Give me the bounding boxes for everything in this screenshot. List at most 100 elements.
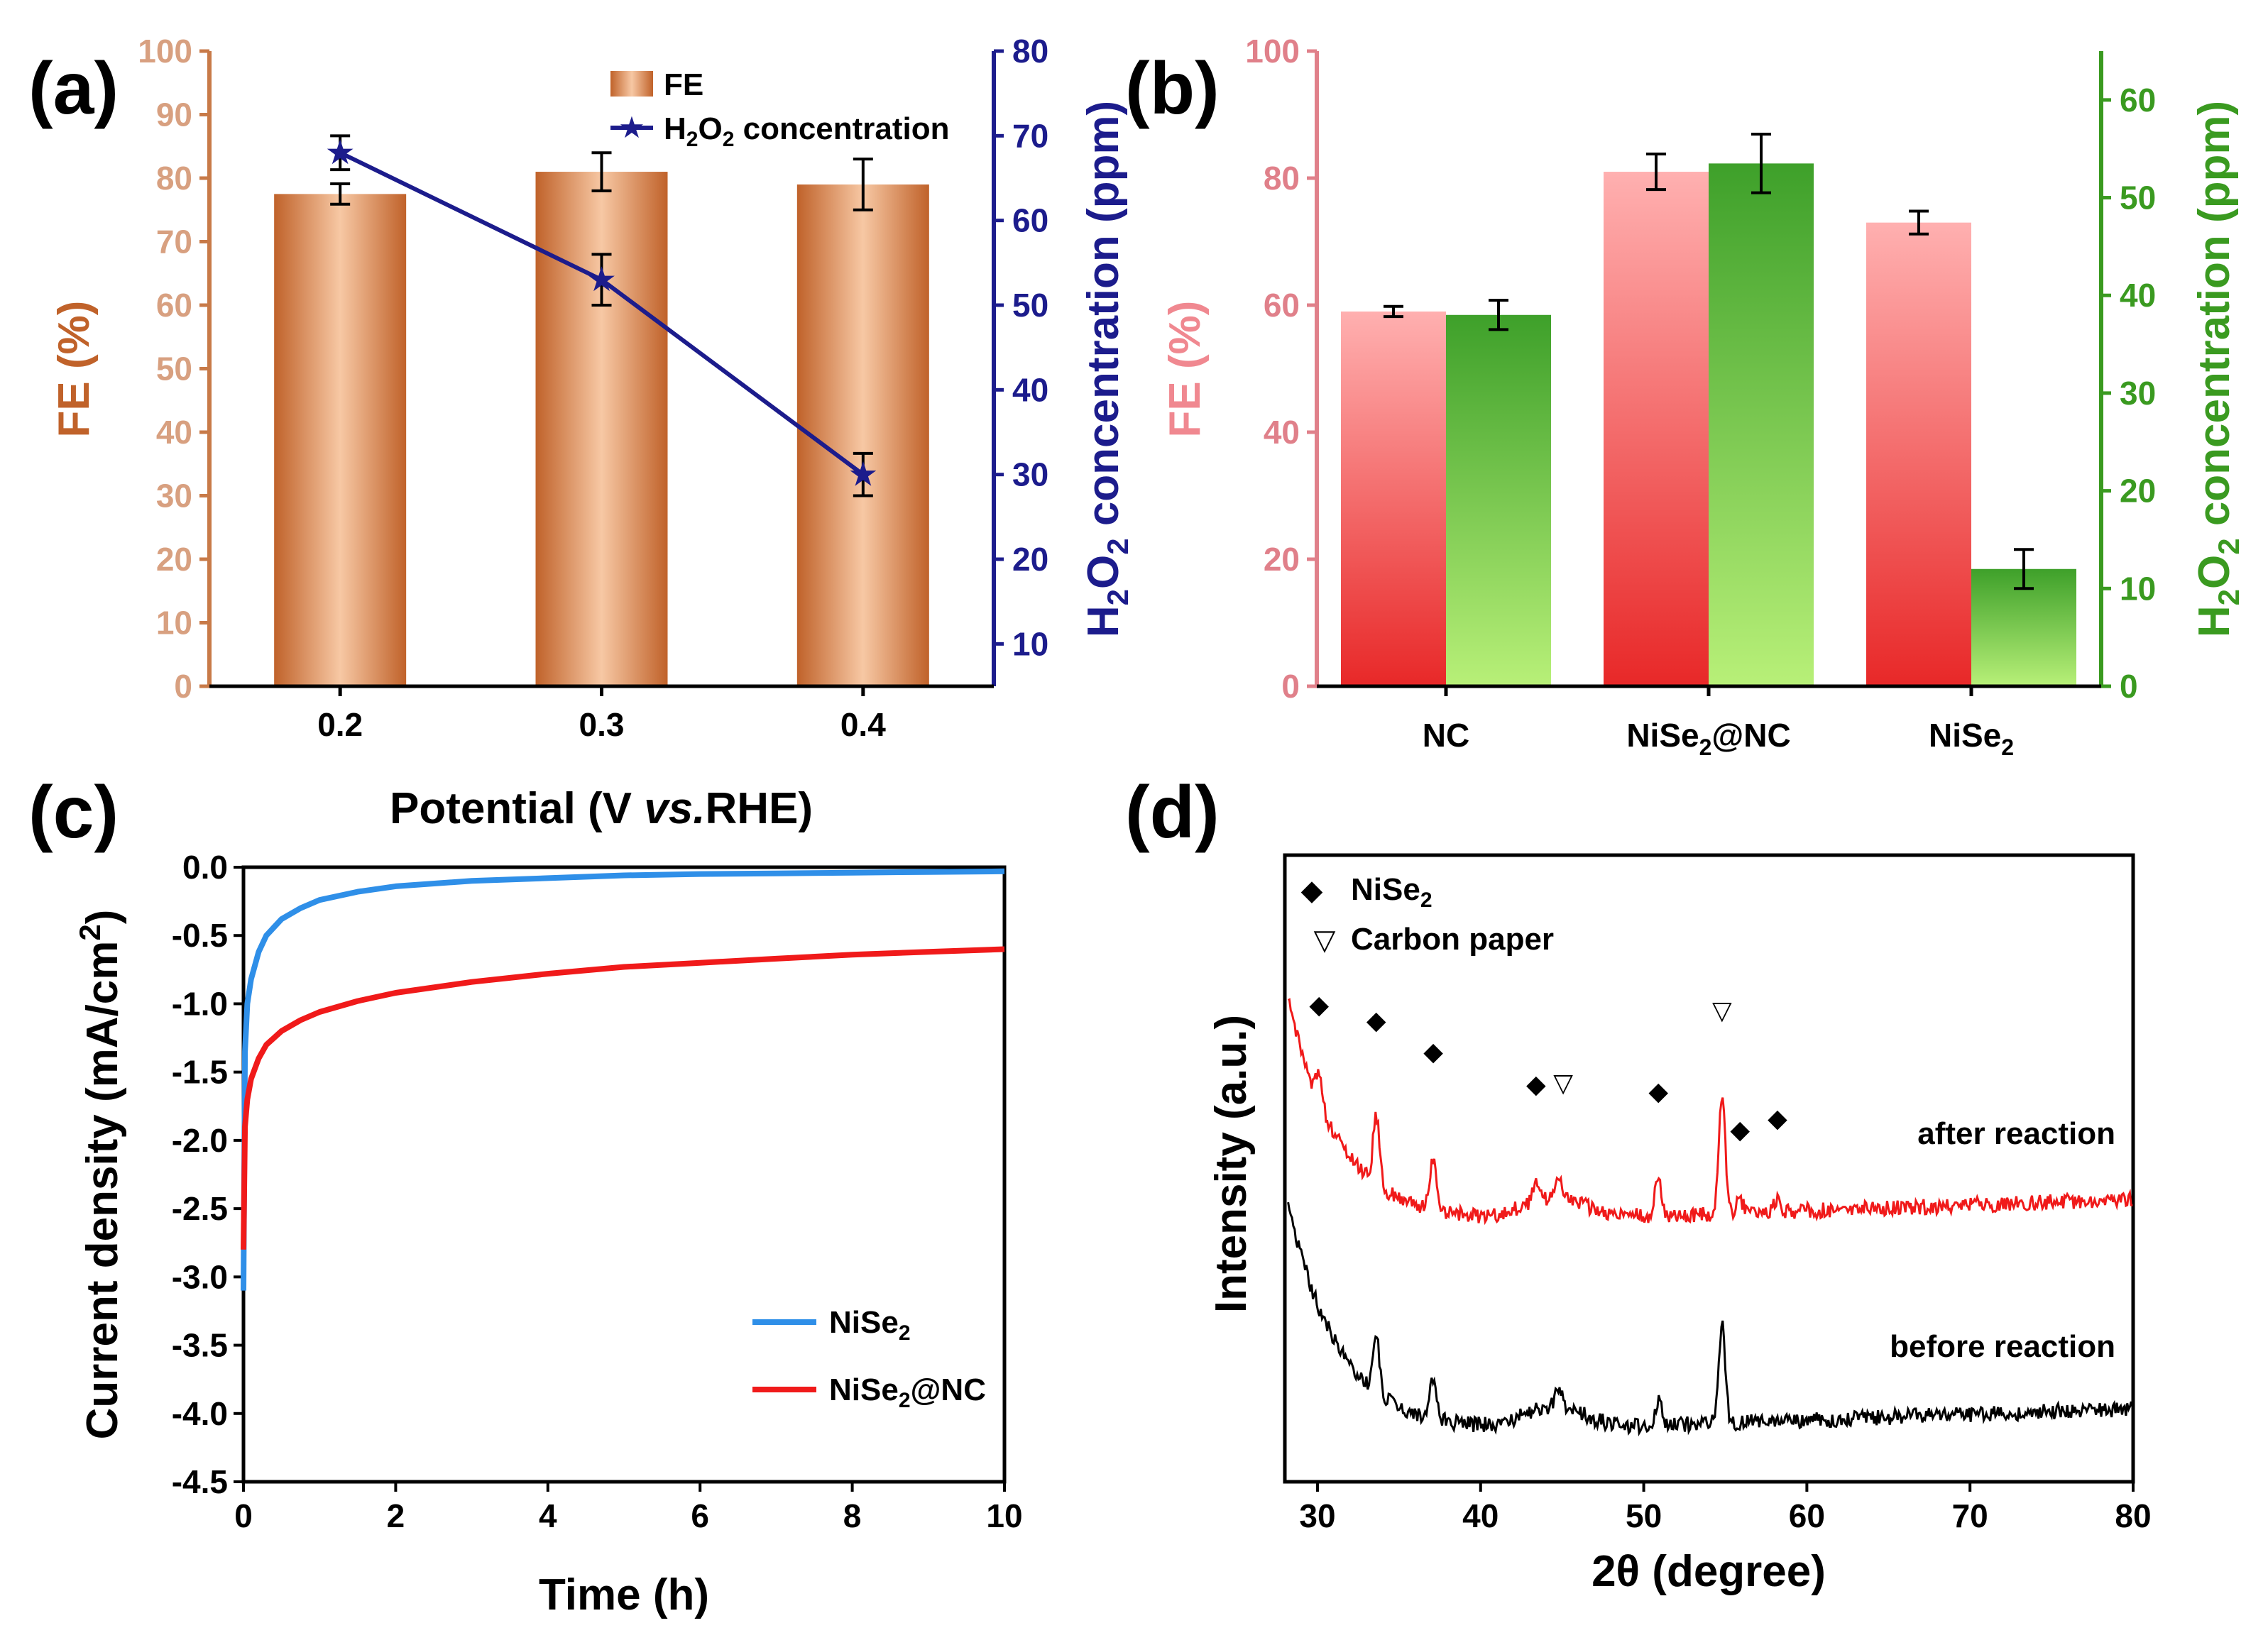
b-bar-fe-errorbar [1384, 304, 1403, 319]
a-line-h2o2-errorbar [591, 253, 612, 307]
d-legend-nise2-label: NiSe2 [1351, 872, 1432, 912]
d-xtick-label: 80 [2115, 1497, 2151, 1534]
b-ytick-label: 0 [1281, 668, 1300, 705]
a-xtick-label: 0.2 [317, 706, 363, 743]
b-y2tick-label: 10 [2120, 570, 2156, 607]
a-legend-fe-label: FE [664, 67, 703, 102]
c-ytick-label: -3.0 [172, 1258, 228, 1295]
c-ytick-label: -3.5 [172, 1327, 228, 1364]
b-ytick-label: 20 [1264, 541, 1300, 578]
a-ytick-label: 80 [156, 160, 192, 197]
b-bar-h2o2-errorbar [1489, 299, 1508, 331]
d-marker-carbon-paper: ▽ [1553, 1068, 1573, 1097]
d-marker-nise2: ◆ [1768, 1104, 1787, 1133]
a-ytick-label: 30 [156, 478, 192, 515]
a-ytick-label: 60 [156, 287, 192, 324]
d-marker-nise2: ◆ [1730, 1115, 1750, 1144]
panel-label-c: (c) [28, 771, 119, 854]
a-xlabel: Potential (V vs.RHE) [390, 784, 813, 833]
b-y2tick-label: 30 [2120, 375, 2156, 412]
panel-c-chart: 0.0-0.5-1.0-1.5-2.0-2.5-3.0-3.5-4.0-4.5 … [73, 849, 1023, 1619]
d-xtick-label: 40 [1462, 1497, 1499, 1534]
a-legend-fe-swatch [610, 71, 653, 97]
panel-label-a: (a) [28, 48, 119, 130]
c-ytick-label: -2.0 [172, 1122, 228, 1159]
b-y2tick-label: 60 [2120, 82, 2156, 119]
panel-d-chart: 30 40 50 60 70 80 ◆◆◆◆ ◆◆ ◆▽▽ ◆ NiSe2 ▽ Carbon … [1207, 853, 2152, 1596]
c-xtick-label: 6 [691, 1497, 709, 1534]
d-ylabel: Intensity (a.u.) [1207, 1015, 1256, 1313]
a-legend-h2o2-label: H2O2 concentration [664, 111, 950, 151]
a-y2tick-label: 50 [1012, 287, 1048, 324]
d-marker-nise2: ◆ [1526, 1069, 1546, 1099]
c-xlabel: Time (h) [539, 1570, 709, 1619]
a-xtick-label: 0.3 [579, 706, 625, 743]
b-y2label: H2O2 concentration (ppm) [2190, 101, 2245, 637]
a-bar-fe-errorbar [330, 182, 351, 206]
c-ytick-label: -1.5 [172, 1054, 228, 1091]
a-y2tick-label: 30 [1012, 456, 1048, 493]
c-ytick-label: -4.0 [172, 1395, 228, 1432]
b-y2tick-label: 20 [2120, 473, 2156, 510]
d-legend-carbon-label: Carbon paper [1351, 922, 1554, 957]
c-line-nise2 [241, 868, 1005, 1291]
b-ylabel: FE (%) [1161, 301, 1210, 438]
panel-label-b: (b) [1125, 48, 1220, 130]
a-bar-fe [274, 194, 407, 686]
b-xtick-label: NC [1423, 717, 1469, 754]
b-bar-h2o2 [1446, 314, 1551, 686]
a-ytick-label: 20 [156, 541, 192, 578]
b-ytick-label: 100 [1245, 33, 1300, 70]
d-marker-carbon-paper: ▽ [1712, 996, 1732, 1025]
c-line-nise2-nc [241, 946, 1005, 1250]
a-y2tick-label: 10 [1012, 625, 1048, 662]
a-point-h2o2: ★ [325, 134, 356, 172]
a-ytick-label: 40 [156, 414, 192, 451]
b-xtick-label: NiSe2@NC [1626, 717, 1790, 760]
b-bar-h2o2-errorbar [2014, 548, 2034, 590]
c-ytick-label: -2.5 [172, 1190, 228, 1227]
d-marker-nise2: ◆ [1366, 1006, 1386, 1035]
c-xtick-label: 8 [843, 1497, 862, 1534]
c-ytick-label: -0.5 [172, 917, 228, 954]
c-legend-nise2nc-label: NiSe2@NC [829, 1372, 986, 1412]
panel-label-d: (d) [1125, 771, 1220, 854]
a-y2tick-label: 20 [1012, 541, 1048, 578]
b-ytick-label: 60 [1264, 287, 1300, 324]
b-bar-h2o2 [1709, 163, 1814, 686]
c-ytick-label: -1.0 [172, 985, 228, 1022]
d-xtick-label: 70 [1952, 1497, 1988, 1534]
c-xtick-label: 0 [234, 1497, 253, 1534]
d-plot-frame [1283, 853, 2135, 1484]
a-line-h2o2-errorbar [330, 134, 351, 172]
b-y2tick-label: 40 [2120, 277, 2156, 314]
c-ylabel: Current density (mA/cm2) [73, 910, 127, 1440]
d-series-after-label: after reaction [1917, 1116, 2115, 1151]
b-ytick-label: 40 [1264, 414, 1300, 451]
a-ytick-label: 70 [156, 224, 192, 260]
c-xtick-label: 2 [387, 1497, 405, 1534]
b-y2tick-label: 50 [2120, 180, 2156, 216]
d-legend-carbon-symbol: ▽ [1314, 925, 1336, 956]
a-y2tick-label: 70 [1012, 117, 1048, 154]
b-y2tick-label: 0 [2120, 668, 2138, 705]
a-y2label: H2O2 concentration (ppm) [1079, 101, 1134, 637]
a-line-h2o2-errorbar [853, 451, 873, 497]
a-ytick-label: 10 [156, 605, 192, 642]
d-marker-nise2: ◆ [1648, 1077, 1668, 1106]
a-xtick-label: 0.4 [840, 706, 886, 743]
a-ylabel: FE (%) [50, 301, 99, 438]
a-point-h2o2: ★ [586, 261, 617, 299]
d-xtick-label: 60 [1789, 1497, 1825, 1534]
d-xlabel: 2θ (degree) [1592, 1547, 1826, 1596]
b-bar-fe [1866, 222, 1971, 686]
a-bar-fe-errorbar [853, 158, 873, 211]
panel-b-chart: 0 20 40 60 80 100 0 10 20 30 40 50 60 NC NiSe2@NC NiS… [1161, 33, 2245, 760]
a-bar-fe [796, 184, 929, 686]
a-y2tick-label: 60 [1012, 202, 1048, 239]
a-ytick-label: 90 [156, 97, 192, 133]
c-legend-nise2-label: NiSe2 [829, 1305, 911, 1345]
a-bar-fe-errorbar [591, 151, 612, 192]
